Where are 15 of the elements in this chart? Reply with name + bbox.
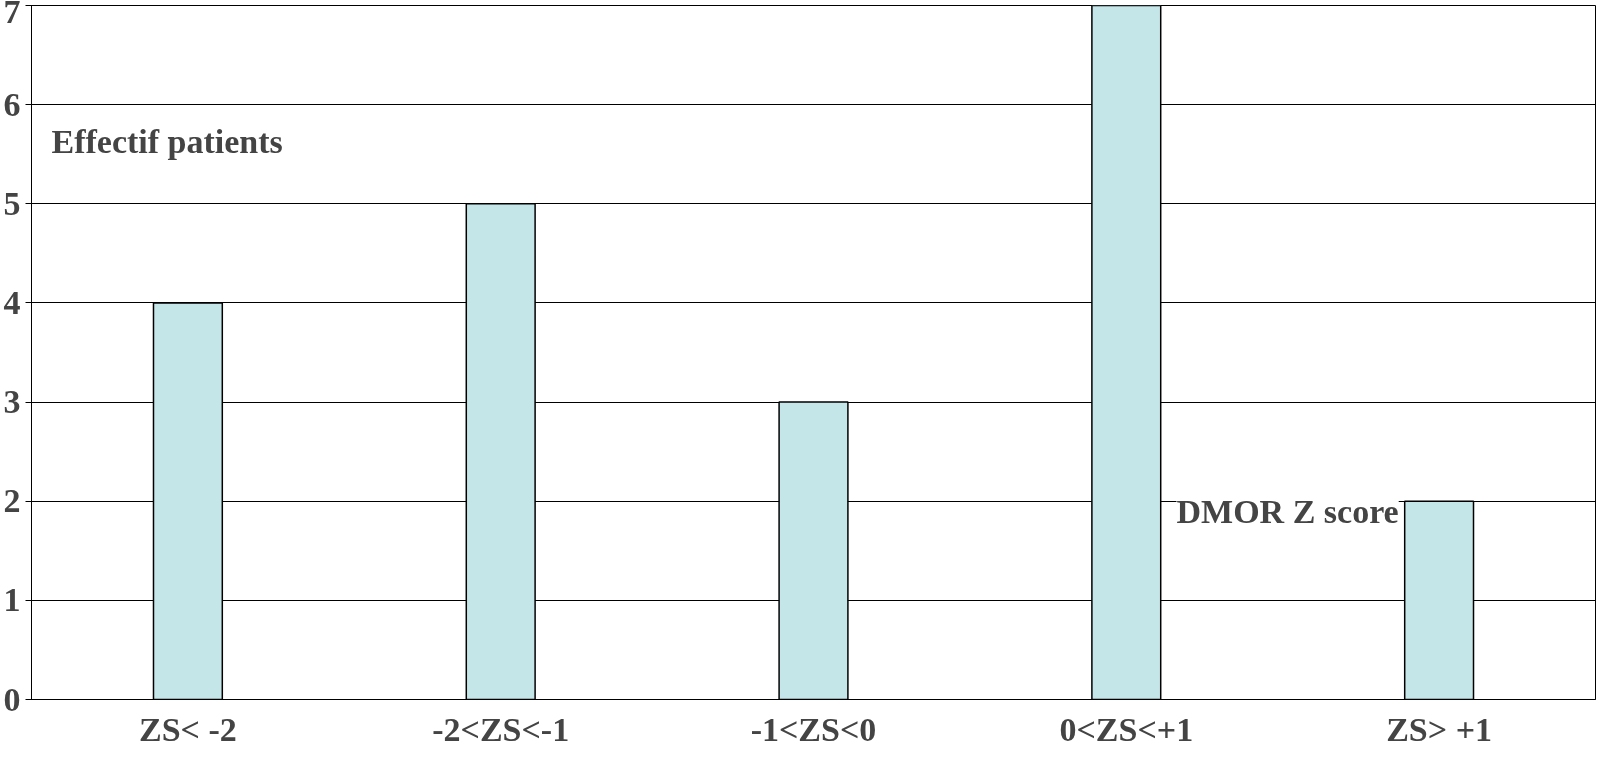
y-axis-title: Effectif patients bbox=[51, 122, 283, 160]
x-tick-label: -1<ZS<0 bbox=[750, 710, 877, 748]
x-tick-label: ZS< -2 bbox=[139, 710, 237, 748]
y-tick-label: 0 bbox=[3, 680, 21, 718]
y-tick-label: 7 bbox=[3, 0, 21, 30]
y-tick-label: 2 bbox=[3, 482, 21, 520]
y-tick-label: 1 bbox=[3, 581, 21, 619]
x-tick-label: 0<ZS<+1 bbox=[1059, 710, 1194, 748]
y-tick-label: 3 bbox=[3, 383, 21, 421]
y-tick-label: 6 bbox=[3, 85, 21, 123]
y-tick-label: 4 bbox=[3, 283, 21, 321]
x-axis-title: DMOR Z score bbox=[1176, 492, 1399, 530]
x-tick-label: ZS> +1 bbox=[1386, 710, 1493, 748]
y-tick-label: 5 bbox=[3, 184, 21, 222]
x-tick-label: -2<ZS<-1 bbox=[432, 710, 570, 748]
